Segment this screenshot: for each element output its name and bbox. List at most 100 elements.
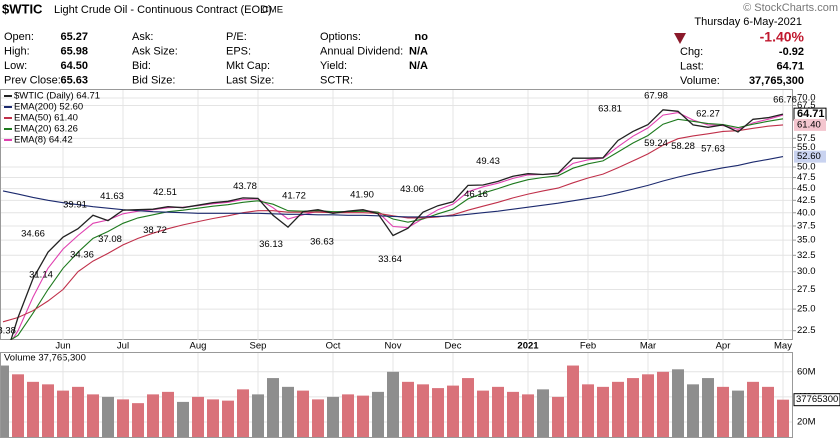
- volume-bar: [207, 399, 219, 437]
- quote-value: N/A: [409, 45, 428, 57]
- volume-bar: [567, 365, 579, 437]
- y-tick-label: 50.0: [797, 162, 816, 173]
- volume-bar: [477, 390, 489, 437]
- volume-bar: [447, 385, 459, 437]
- volume-tag-label: 37765300: [796, 394, 838, 405]
- price-panel: [0, 89, 793, 340]
- y-tick-label: 25.0: [797, 304, 816, 315]
- y-tick-label: 40.0: [797, 207, 816, 218]
- quote-label: Low:: [4, 60, 27, 72]
- annotation: 36.63: [310, 236, 334, 247]
- quote-label: Prev Close:: [4, 74, 61, 86]
- annotation: 49.43: [476, 156, 500, 167]
- summary-value: 64.71: [776, 60, 804, 72]
- quote-value: 64.50: [60, 60, 88, 72]
- legend-label: EMA(20) 63.26: [14, 124, 78, 135]
- volume-bar: [537, 389, 549, 437]
- quote-value: 65.63: [60, 74, 88, 86]
- volume-bar: [222, 400, 234, 437]
- legend-label: EMA(50) 61.40: [14, 113, 78, 124]
- quote-label: SCTR:: [320, 74, 353, 86]
- annotation: 31.14: [29, 270, 53, 281]
- quote-label: EPS:: [226, 45, 251, 57]
- annotation: 42.51: [153, 187, 177, 198]
- x-tick-label: Feb: [580, 341, 596, 352]
- annotation: 59.24: [644, 138, 668, 149]
- watermark: © StockCharts.com: [743, 2, 838, 14]
- quote-label: Ask:: [132, 31, 153, 43]
- volume-bar: [387, 371, 399, 437]
- annotation: 33.64: [378, 254, 402, 265]
- annotation: 41.72: [282, 191, 306, 202]
- volume-bar: [132, 403, 144, 437]
- volume-bar: [162, 391, 174, 437]
- volume-bar: [777, 399, 789, 437]
- y-tick-label: 32.5: [797, 250, 816, 261]
- volume-tick-label: 20M: [797, 416, 816, 427]
- volume-bar: [417, 384, 429, 437]
- quote-value: 65.98: [60, 45, 88, 57]
- volume-bar: [72, 386, 84, 437]
- volume-bar: [762, 386, 774, 437]
- y-tick-label: 27.5: [797, 284, 816, 295]
- x-tick-label: Mar: [640, 341, 656, 352]
- annotation: 43.06: [400, 184, 424, 195]
- volume-bar: [657, 371, 669, 437]
- annotation: 41.63: [100, 191, 124, 202]
- down-arrow: [674, 33, 686, 44]
- legend-swatch: [4, 117, 12, 119]
- quote-label: Options:: [320, 31, 361, 43]
- annotation: 63.81: [598, 104, 622, 115]
- ema-line: [11, 112, 784, 340]
- volume-bar: [372, 391, 384, 437]
- annotation: 34.66: [21, 229, 45, 240]
- legend-swatch: [4, 106, 12, 108]
- volume-bar: [27, 381, 39, 437]
- y-tick-label: 47.5: [797, 172, 816, 183]
- x-tick-label: Jun: [55, 341, 70, 352]
- volume-bar: [87, 394, 99, 437]
- x-tick-label: Jul: [117, 341, 129, 352]
- volume-tag: [793, 393, 840, 407]
- volume-bar: [432, 388, 444, 437]
- date: Thursday 6-May-2021: [694, 16, 802, 28]
- volume-bar: [612, 381, 624, 437]
- volume-bar: [267, 378, 279, 437]
- annotation: 38.72: [143, 225, 167, 236]
- y-tick-label: 30.0: [797, 266, 816, 277]
- volume-bar: [492, 386, 504, 437]
- volume-bar: [627, 378, 639, 437]
- volume-bar: [717, 386, 729, 437]
- volume-bar: [642, 374, 654, 437]
- annotation: 62.27: [696, 109, 720, 120]
- annotation: 43.78: [233, 181, 257, 192]
- volume-bar: [462, 378, 474, 437]
- volume-bar: [747, 381, 759, 437]
- quote-label: Last Size:: [226, 74, 274, 86]
- price-tag-label: 64.71: [797, 108, 825, 120]
- price-tag-label: 61.40: [797, 119, 821, 130]
- quote-label: Bid Size:: [132, 74, 175, 86]
- annotation: 57.63: [701, 143, 725, 154]
- volume-bar: [282, 386, 294, 437]
- quote-label: Mkt Cap:: [226, 60, 270, 72]
- summary-label: Last:: [680, 60, 704, 72]
- legend-label: EMA(8) 64.42: [14, 135, 73, 146]
- summary-label: Chg:: [680, 46, 703, 58]
- exchange: CME: [262, 5, 283, 16]
- x-tick-label: Aug: [190, 341, 207, 352]
- volume-bar: [42, 384, 54, 437]
- volume-bar: [597, 386, 609, 437]
- x-tick-label: May: [774, 341, 792, 352]
- quote-label: Bid:: [132, 60, 151, 72]
- volume-bar: [327, 396, 339, 437]
- volume-bar: [552, 396, 564, 437]
- volume-bar: [192, 396, 204, 437]
- volume-bar: [177, 401, 189, 437]
- annotation: 46.16: [464, 189, 488, 200]
- annotation: 34.36: [70, 249, 94, 260]
- y-tick-label: 35.0: [797, 235, 816, 246]
- annotation: 66.76: [773, 94, 797, 105]
